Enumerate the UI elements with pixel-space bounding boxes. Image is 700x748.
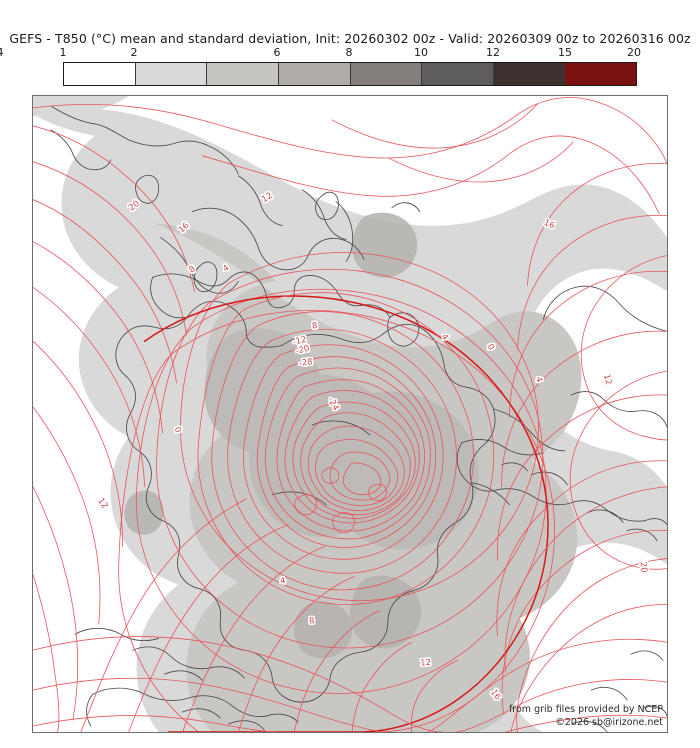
contour-label-4d: 4 bbox=[279, 575, 286, 586]
map-panel[interactable]: 20 16 12 8 4 16 8 4 0 -12 -20 -28 -24 4 … bbox=[32, 95, 668, 733]
temperature-contours bbox=[33, 97, 667, 732]
colorbar-cell-2 bbox=[206, 63, 278, 85]
colorbar-cell-7 bbox=[564, 63, 636, 85]
colorbar-cell-4 bbox=[349, 63, 422, 85]
sd-shading-streaks bbox=[124, 212, 422, 659]
contour-label-4: 4 bbox=[221, 262, 231, 273]
contour-label-m28: -28 bbox=[298, 356, 313, 368]
contour-label-0b: 0 bbox=[173, 425, 184, 434]
colorbar-strip bbox=[63, 62, 637, 86]
coastlines bbox=[50, 105, 667, 732]
contour-label-12d: 12 bbox=[420, 657, 431, 668]
colorbar-tick-10: 10 bbox=[414, 46, 428, 59]
contour-label-4b: 4 bbox=[440, 332, 451, 342]
contour-label-20b: 20 bbox=[639, 561, 650, 573]
colorbar-ticks: 1 2 4 6 8 10 12 15 20 bbox=[0, 46, 700, 62]
contour-label-12c: 12 bbox=[96, 496, 110, 511]
colorbar-tick-4: 4 bbox=[0, 46, 4, 59]
contour-label-12: 12 bbox=[260, 190, 274, 204]
colorbar-cell-1 bbox=[134, 63, 207, 85]
contour-label-0: 0 bbox=[486, 342, 497, 351]
contour-label-16c: 16 bbox=[489, 687, 503, 702]
contour-label-16b: 16 bbox=[543, 217, 557, 230]
colorbar-tick-2: 2 bbox=[130, 46, 138, 59]
colorbar: 1 2 4 6 8 10 12 15 20 bbox=[0, 46, 641, 86]
colorbar-cell-6 bbox=[492, 63, 565, 85]
sd-shading-patch-nw bbox=[33, 96, 129, 118]
colorbar-tick-12: 12 bbox=[486, 46, 500, 59]
colorbar-cell-0 bbox=[64, 63, 135, 85]
colorbar-cell-5 bbox=[421, 63, 493, 85]
contour-label-m20: -20 bbox=[294, 343, 310, 356]
contour-label-8c: 8 bbox=[309, 615, 315, 626]
colorbar-tick-1: 1 bbox=[59, 46, 67, 59]
colorbar-cell-3 bbox=[277, 63, 350, 85]
contour-label-4c: 4 bbox=[534, 376, 545, 384]
contour-label-m12: -12 bbox=[292, 334, 308, 347]
colorbar-tick-15: 15 bbox=[558, 46, 572, 59]
colorbar-tick-6: 6 bbox=[273, 46, 281, 59]
page-title: GEFS - T850 (°C) mean and standard devia… bbox=[9, 31, 691, 46]
map-canvas: 20 16 12 8 4 16 8 4 0 -12 -20 -28 -24 4 … bbox=[33, 96, 667, 732]
contour-labels: 20 16 12 8 4 16 8 4 0 -12 -20 -28 -24 4 … bbox=[96, 190, 649, 702]
contour-label-8b: 8 bbox=[311, 320, 318, 331]
colorbar-tick-8: 8 bbox=[345, 46, 353, 59]
contour-label-12b: 12 bbox=[602, 373, 614, 386]
contour-label-8: 8 bbox=[187, 263, 197, 274]
colorbar-tick-20: 20 bbox=[627, 46, 641, 59]
